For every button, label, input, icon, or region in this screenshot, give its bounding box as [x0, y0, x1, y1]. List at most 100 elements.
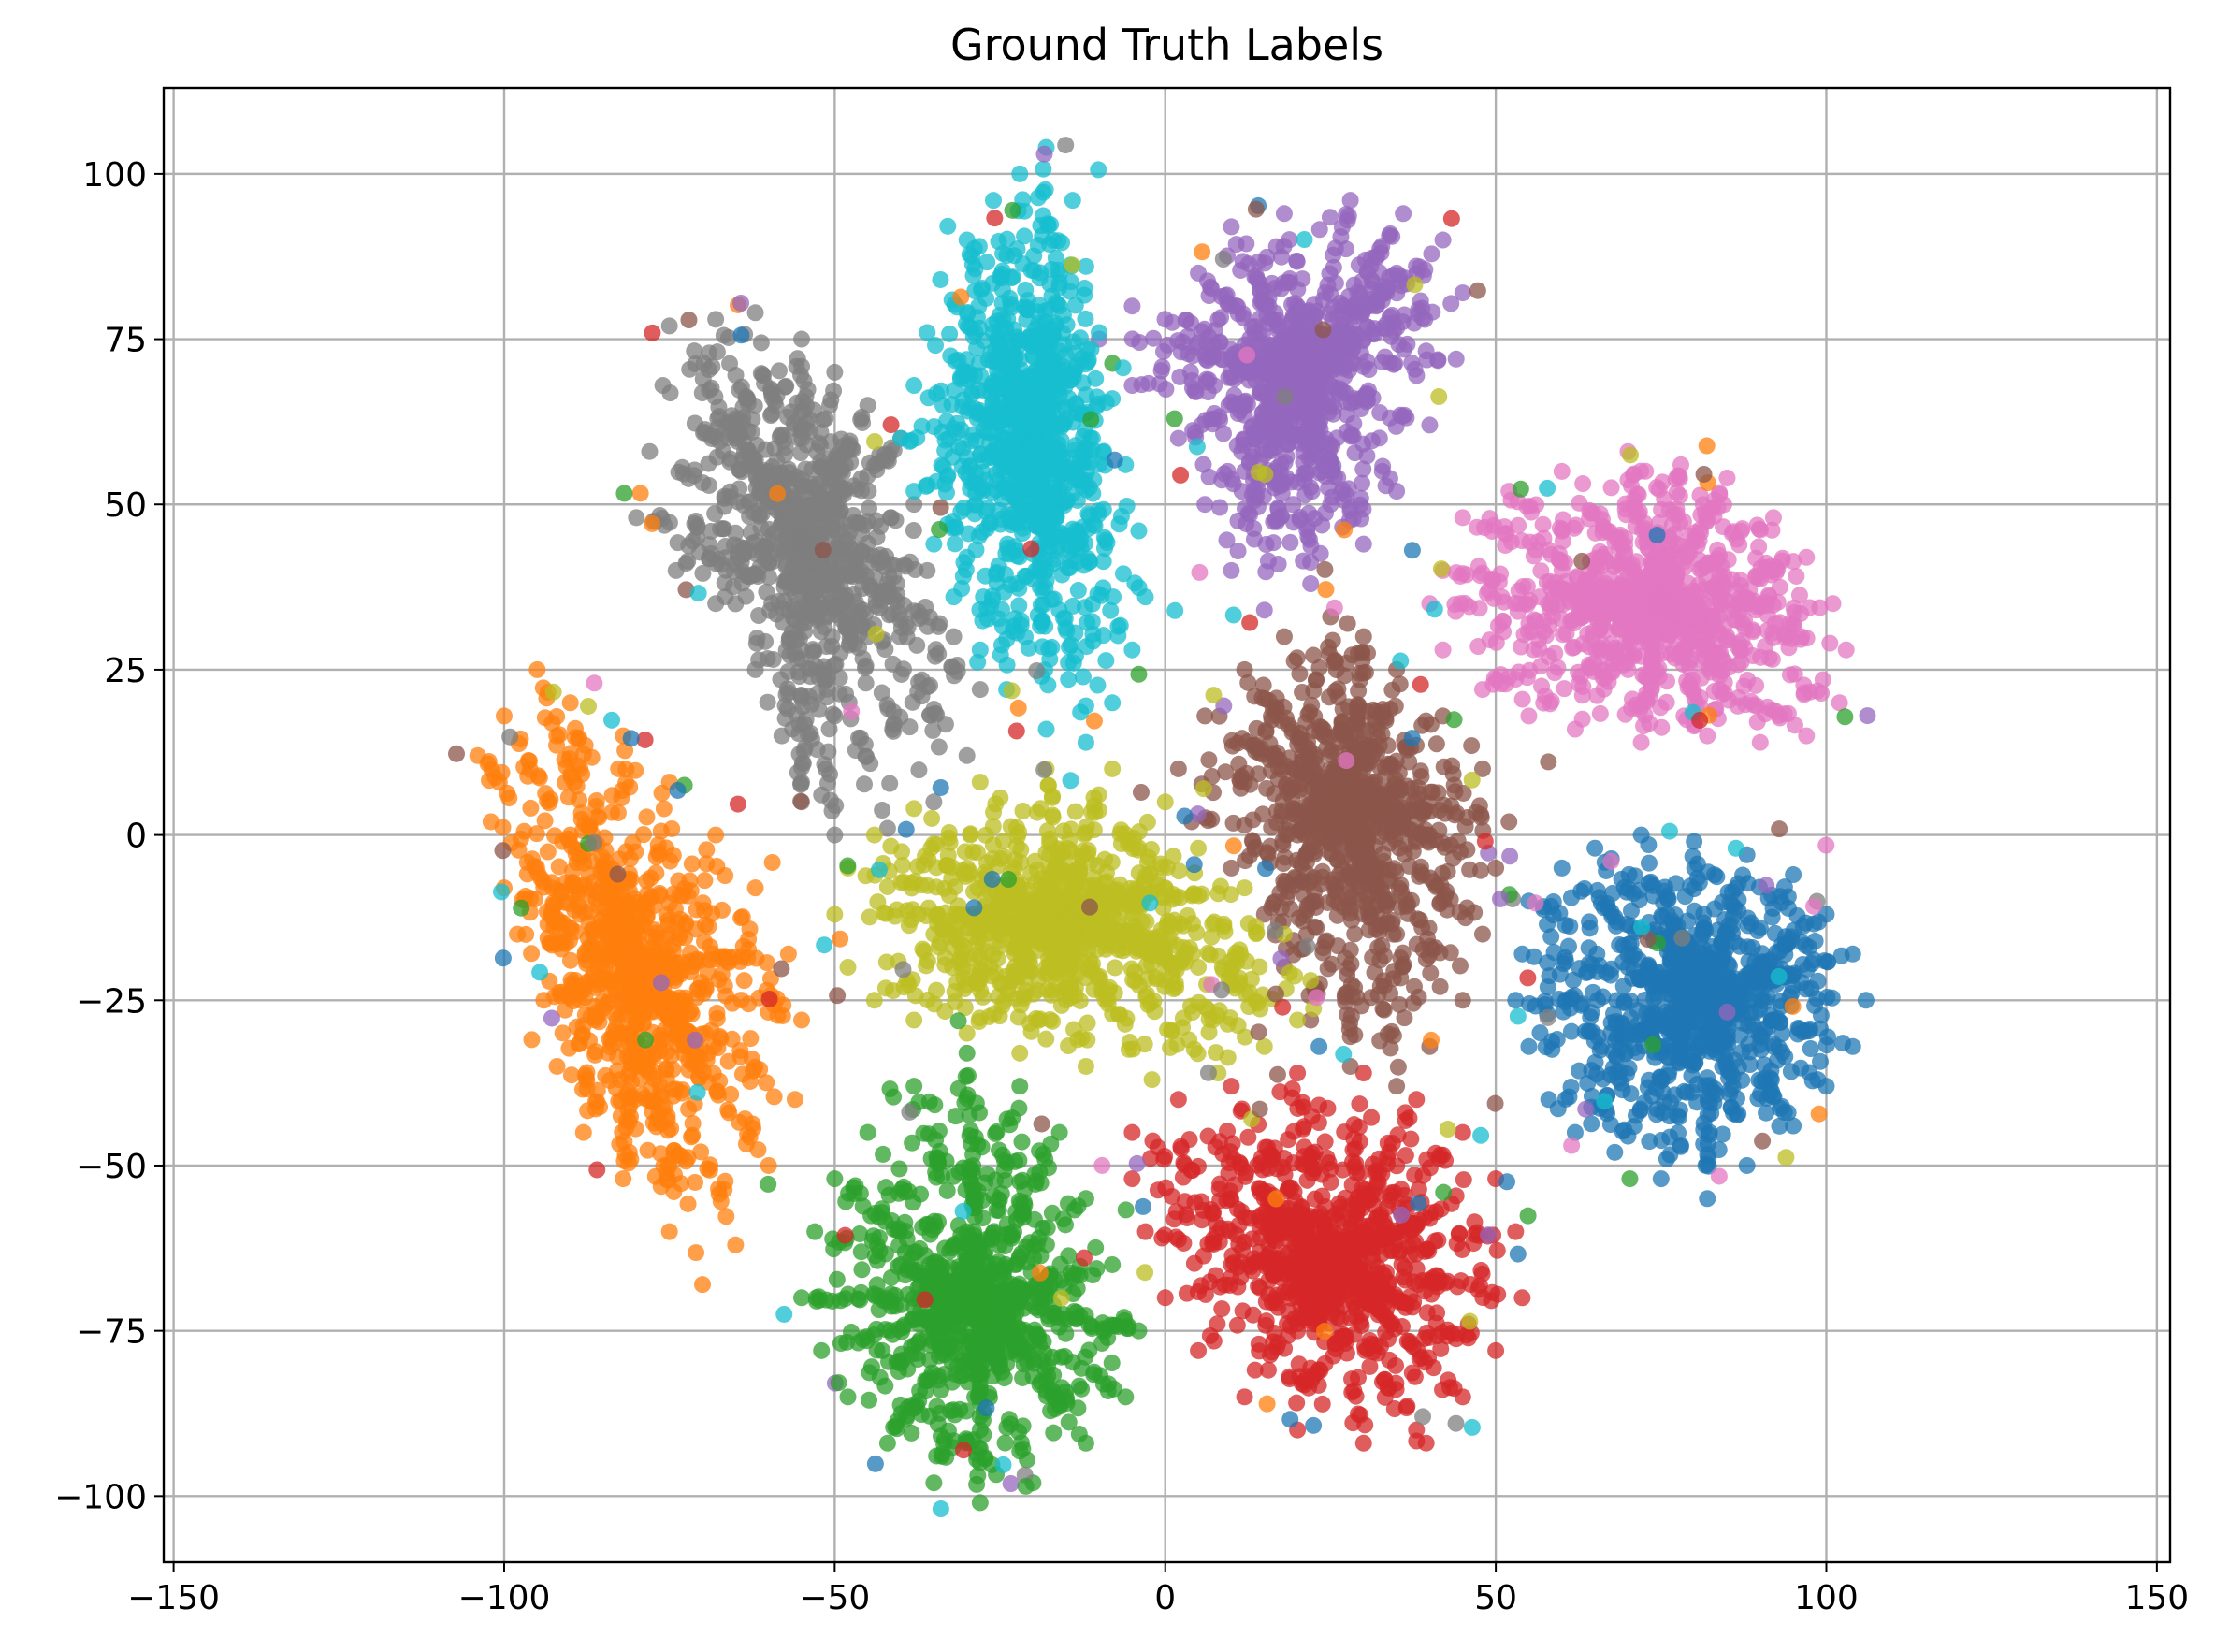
data-point: [991, 1237, 1008, 1254]
data-point: [749, 1141, 767, 1159]
data-point: [651, 1026, 669, 1044]
data-point: [962, 1122, 979, 1139]
data-point: [1144, 1132, 1162, 1150]
data-point: [1606, 1143, 1624, 1161]
data-point: [993, 1146, 1011, 1164]
data-point: [1833, 1035, 1851, 1052]
data-point: [921, 1312, 939, 1330]
data-point: [708, 1004, 726, 1022]
data-point: [891, 1396, 909, 1413]
data-point: [1172, 1140, 1190, 1158]
data-point: [1408, 1091, 1426, 1109]
data-point: [828, 1270, 846, 1288]
data-point: [1311, 1362, 1329, 1380]
data-point: [1251, 1342, 1268, 1360]
data-point: [1562, 991, 1580, 1008]
data-point: [683, 1005, 701, 1022]
data-point: [1701, 986, 1719, 1004]
data-point: [563, 975, 581, 993]
data-point: [1136, 1223, 1154, 1240]
data-point: [550, 858, 568, 876]
data-point: [958, 1044, 976, 1062]
data-point: [1275, 205, 1293, 223]
data-point: [1611, 1025, 1629, 1043]
data-point: [1145, 329, 1163, 347]
data-point: [1043, 1204, 1061, 1222]
data-point: [839, 1285, 857, 1303]
data-point: [1738, 1156, 1756, 1174]
data-point: [1267, 1291, 1284, 1309]
data-point: [1371, 1208, 1389, 1225]
data-point: [1611, 936, 1629, 954]
data-point: [672, 910, 689, 928]
data-point: [1749, 1090, 1767, 1108]
series-1: [469, 660, 811, 1294]
data-point: [1812, 1052, 1830, 1070]
data-point: [1402, 1130, 1420, 1148]
data-point: [896, 1213, 914, 1231]
data-point: [1742, 914, 1759, 932]
data-point: [622, 1020, 640, 1037]
data-point: [1010, 1248, 1028, 1266]
data-point: [679, 1195, 697, 1212]
data-point: [990, 1202, 1007, 1220]
data-point: [1404, 1298, 1422, 1316]
data-point: [536, 709, 554, 727]
data-point: [1695, 1114, 1713, 1132]
data-point: [1695, 1135, 1713, 1152]
data-point: [1298, 1305, 1316, 1323]
data-point: [688, 1056, 706, 1074]
data-point: [1812, 1007, 1830, 1024]
data-point: [1553, 859, 1571, 877]
data-point: [735, 972, 753, 990]
data-point: [694, 1276, 712, 1294]
data-point: [1222, 1223, 1239, 1240]
data-point: [1353, 1317, 1370, 1335]
data-point: [1045, 1424, 1063, 1442]
data-point: [1276, 1340, 1294, 1357]
data-point: [537, 785, 555, 803]
data-point: [867, 1320, 885, 1338]
data-point: [1801, 1064, 1818, 1081]
data-point: [1686, 833, 1703, 850]
data-point: [1415, 1329, 1433, 1347]
data-point: [760, 1156, 777, 1174]
data-point: [1705, 866, 1723, 884]
data-point: [1381, 1273, 1398, 1291]
series-3: [1123, 1065, 1531, 1452]
data-point: [653, 784, 671, 802]
data-point: [1274, 1159, 1292, 1177]
data-point: [868, 1237, 886, 1254]
data-point: [561, 694, 579, 712]
data-point: [619, 1067, 637, 1085]
data-point: [1347, 1195, 1365, 1212]
data-point: [483, 761, 500, 778]
data-point: [853, 1261, 871, 1279]
data-point: [926, 1096, 944, 1114]
data-point: [1673, 1005, 1691, 1022]
data-point: [1614, 978, 1632, 995]
data-point: [638, 872, 656, 890]
data-point: [779, 945, 797, 963]
data-point: [1576, 1022, 1594, 1040]
data-point: [1400, 1332, 1418, 1350]
data-point: [1682, 877, 1700, 895]
data-point: [1300, 1379, 1318, 1397]
data-point: [548, 736, 566, 754]
data-point: [700, 918, 717, 935]
data-point: [1018, 1353, 1035, 1370]
data-point: [661, 993, 679, 1010]
data-point: [1433, 1324, 1451, 1341]
data-point: [622, 1108, 640, 1125]
data-point: [522, 799, 540, 817]
data-point: [1432, 1340, 1450, 1357]
data-point: [586, 978, 604, 996]
data-point: [878, 1434, 896, 1452]
data-point: [1302, 575, 1320, 593]
data-point: [868, 1252, 886, 1269]
data-point: [1659, 891, 1677, 908]
data-point: [1589, 992, 1607, 1009]
data-point: [1345, 1130, 1363, 1148]
data-point: [1785, 866, 1802, 884]
data-point: [987, 1124, 1005, 1142]
